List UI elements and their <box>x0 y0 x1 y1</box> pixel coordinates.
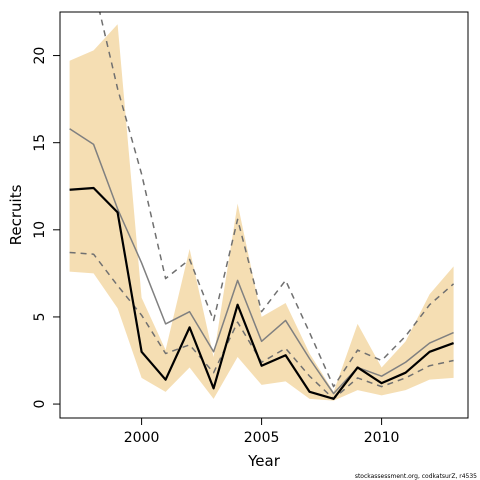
x-axis: 2000 2005 2010 <box>124 418 400 446</box>
x-tick-label: 2005 <box>244 430 280 446</box>
x-tick-label: 2010 <box>364 430 400 446</box>
confidence-band <box>69 24 454 401</box>
y-tick-label: 0 <box>32 400 48 409</box>
y-axis: 0 5 10 15 20 <box>32 47 60 409</box>
series-line-1 <box>69 128 454 395</box>
y-tick-label: 15 <box>32 134 48 152</box>
y-tick-label: 20 <box>32 47 48 65</box>
credit-text: stockassessment.org, codkatsurZ, r4535 <box>355 473 477 480</box>
y-tick-label: 10 <box>32 221 48 239</box>
y-axis-title: Recruits <box>7 184 25 245</box>
y-tick-label: 5 <box>32 312 48 321</box>
plot-area <box>69 12 455 401</box>
plot-frame <box>59 11 469 419</box>
series-line-0 <box>69 186 454 400</box>
x-tick-label: 2000 <box>124 430 160 446</box>
series-line-2 <box>98 12 455 388</box>
x-axis-title: Year <box>247 452 281 470</box>
